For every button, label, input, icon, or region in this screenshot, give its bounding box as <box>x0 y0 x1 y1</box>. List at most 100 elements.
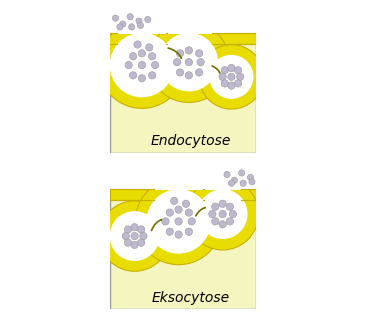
Circle shape <box>219 211 226 218</box>
Circle shape <box>209 211 216 218</box>
Circle shape <box>185 209 193 216</box>
Circle shape <box>185 47 193 54</box>
Circle shape <box>98 22 185 108</box>
Circle shape <box>212 203 219 211</box>
Circle shape <box>112 15 119 21</box>
Circle shape <box>228 82 235 89</box>
Circle shape <box>236 73 244 80</box>
Circle shape <box>175 206 182 213</box>
Circle shape <box>240 180 246 186</box>
Circle shape <box>162 218 169 225</box>
FancyArrowPatch shape <box>196 208 205 216</box>
Bar <box>149 0 229 34</box>
FancyArrowPatch shape <box>212 66 220 73</box>
Circle shape <box>131 241 138 249</box>
Circle shape <box>99 201 170 271</box>
Bar <box>241 189 256 200</box>
Circle shape <box>128 24 135 30</box>
Circle shape <box>175 218 182 225</box>
Circle shape <box>124 226 132 233</box>
Circle shape <box>140 232 147 240</box>
Circle shape <box>195 69 203 76</box>
Circle shape <box>135 178 222 265</box>
Circle shape <box>224 171 230 178</box>
Circle shape <box>171 197 178 204</box>
Circle shape <box>138 75 146 82</box>
Circle shape <box>160 33 218 92</box>
Circle shape <box>117 24 123 30</box>
Circle shape <box>209 55 253 99</box>
Circle shape <box>138 50 146 57</box>
Circle shape <box>146 189 211 254</box>
Circle shape <box>212 218 219 225</box>
Circle shape <box>219 200 226 207</box>
Circle shape <box>228 180 235 186</box>
Circle shape <box>152 61 159 69</box>
Circle shape <box>185 58 193 66</box>
Circle shape <box>175 231 182 238</box>
Circle shape <box>195 50 203 57</box>
Circle shape <box>138 61 146 69</box>
Circle shape <box>130 72 137 79</box>
Circle shape <box>137 22 143 29</box>
Circle shape <box>185 228 193 235</box>
Bar <box>98 0 185 34</box>
Circle shape <box>198 189 247 239</box>
Text: Eksocytose: Eksocytose <box>151 291 229 305</box>
Circle shape <box>110 211 160 261</box>
Circle shape <box>228 73 235 80</box>
Bar <box>135 153 222 190</box>
Circle shape <box>127 13 133 20</box>
Circle shape <box>239 170 245 176</box>
Circle shape <box>249 179 255 185</box>
Circle shape <box>219 221 226 228</box>
Bar <box>166 33 167 44</box>
Circle shape <box>173 58 181 66</box>
Circle shape <box>146 44 153 51</box>
FancyArrowPatch shape <box>168 48 181 58</box>
Circle shape <box>234 80 242 87</box>
Circle shape <box>187 178 258 250</box>
Circle shape <box>185 72 193 79</box>
Bar <box>110 33 117 44</box>
Bar <box>110 163 256 189</box>
Circle shape <box>130 53 137 60</box>
Circle shape <box>234 67 242 74</box>
Circle shape <box>138 226 145 233</box>
Circle shape <box>124 239 132 246</box>
Bar <box>187 153 258 190</box>
Circle shape <box>131 224 138 231</box>
Circle shape <box>228 64 235 72</box>
Bar <box>110 189 154 200</box>
Circle shape <box>122 232 130 240</box>
Text: Endocytose: Endocytose <box>150 134 231 148</box>
Circle shape <box>197 58 204 66</box>
Circle shape <box>182 200 190 207</box>
Circle shape <box>231 177 238 183</box>
Circle shape <box>120 21 126 27</box>
Circle shape <box>221 80 228 87</box>
Bar <box>110 6 256 33</box>
Circle shape <box>149 72 156 79</box>
Bar <box>212 33 256 44</box>
Circle shape <box>226 218 234 225</box>
Circle shape <box>188 218 195 225</box>
Circle shape <box>138 239 145 246</box>
FancyArrowPatch shape <box>152 220 161 230</box>
Circle shape <box>166 228 173 235</box>
Circle shape <box>226 203 234 211</box>
Circle shape <box>131 232 138 240</box>
Circle shape <box>110 33 174 97</box>
Circle shape <box>176 50 184 57</box>
Circle shape <box>221 67 228 74</box>
Circle shape <box>219 73 226 80</box>
Circle shape <box>136 18 142 24</box>
Circle shape <box>176 69 184 76</box>
Bar <box>203 189 204 200</box>
Circle shape <box>247 174 254 181</box>
Circle shape <box>145 17 151 23</box>
Circle shape <box>149 53 156 60</box>
Circle shape <box>134 41 141 48</box>
Circle shape <box>166 209 173 216</box>
Circle shape <box>149 22 229 102</box>
